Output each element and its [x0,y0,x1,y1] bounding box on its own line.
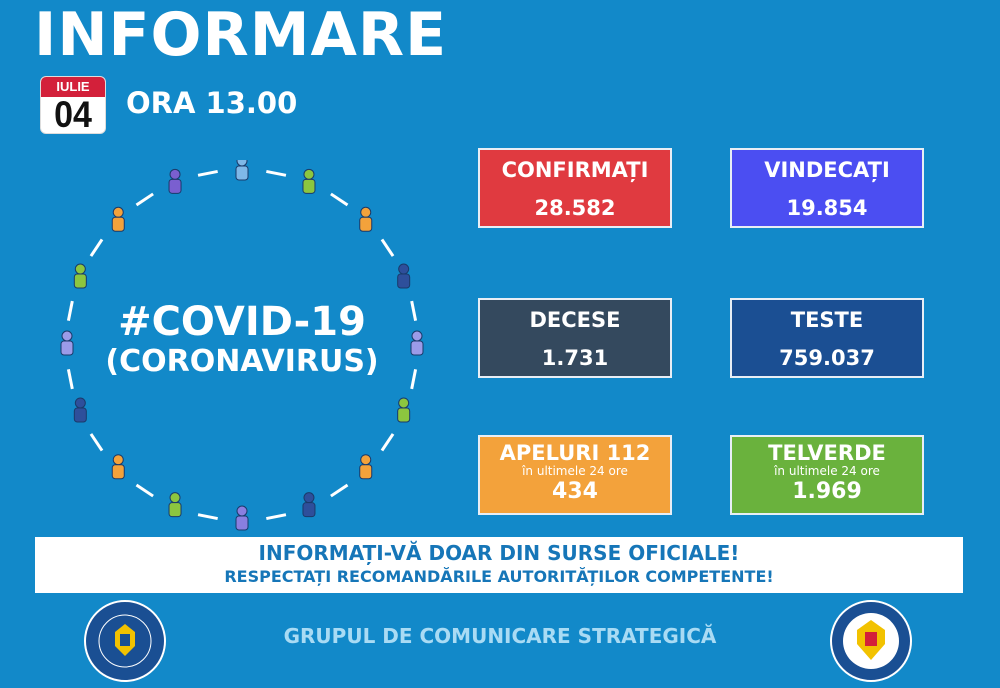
stat-value: 434 [552,479,598,504]
person-icon [60,330,74,356]
person-icon [168,492,182,518]
banner-line-1: INFORMAȚI-VĂ DOAR DIN SURSE OFICIALE! [258,541,740,565]
stat-label: TELVERDE [768,441,886,465]
arrow-icon [66,300,74,321]
arrow-icon [266,169,287,177]
stat-label: APELURI 112 [499,441,651,465]
person-icon [302,168,316,194]
person-icon [359,206,373,232]
stat-sublabel: în ultimele 24 ore [774,464,880,478]
stat-tests: TESTE 759.037 [730,298,924,378]
stat-value: 19.854 [786,196,868,220]
person-icon [235,160,249,181]
people-ring-illustration [60,160,424,531]
arrow-icon [410,300,418,321]
stat-calls-112: APELURI 112 în ultimele 24 ore 434 [478,435,672,515]
arrow-icon [135,192,154,207]
official-sources-banner: INFORMAȚI-VĂ DOAR DIN SURSE OFICIALE! RE… [35,537,963,593]
arrow-icon [197,513,218,521]
arrow-icon [135,483,154,498]
arrow-icon [89,238,104,257]
stat-label: VINDECAȚI [764,158,890,182]
stat-label: CONFIRMAȚI [501,158,649,182]
person-icon [111,454,125,480]
stat-label: DECESE [529,308,621,332]
arrow-icon [380,433,395,452]
person-icon [73,263,87,289]
person-icon [302,492,316,518]
stat-confirmed: CONFIRMAȚI 28.582 [478,148,672,228]
government-logo [84,600,166,682]
time-label: ORA 13.00 [126,86,298,120]
covid-subtitle: (CORONAVIRUS) [105,344,379,379]
banner-line-2: RESPECTAȚI RECOMANDĂRILE AUTORITĂȚILOR C… [224,567,774,586]
stat-telverde: TELVERDE în ultimele 24 ore 1.969 [730,435,924,515]
arrow-icon [197,169,218,177]
person-icon [168,168,182,194]
stat-value: 759.037 [779,346,875,370]
person-icon [410,330,424,356]
dsu-logo [830,600,912,682]
stat-deaths: DECESE 1.731 [478,298,672,378]
calendar-month: IULIE [41,77,105,97]
page-title: INFORMARE [34,0,448,70]
calendar-day: 04 [54,94,92,134]
arrow-icon [330,483,349,498]
footer-text: GRUPUL DE COMUNICARE STRATEGICĂ [283,624,717,648]
arrow-icon [410,369,418,390]
arrow-icon [66,369,74,390]
arrow-icon [89,433,104,452]
arrow-icon [330,192,349,207]
person-icon [397,263,411,289]
stat-value: 28.582 [534,196,616,220]
stat-value: 1.969 [792,479,862,504]
arrow-icon [380,238,395,257]
stat-label: TESTE [790,308,864,332]
covid-title: #COVID-19 (CORONAVIRUS) [72,300,412,380]
calendar-icon: IULIE 04 [40,76,106,134]
person-icon [73,397,87,423]
arrow-icon [266,513,287,521]
covid-hashtag: #COVID-19 [118,299,366,345]
person-icon [235,505,249,531]
person-icon [359,454,373,480]
stat-recovered: VINDECAȚI 19.854 [730,148,924,228]
stat-value: 1.731 [541,346,609,370]
person-icon [111,206,125,232]
stat-sublabel: în ultimele 24 ore [522,464,628,478]
person-icon [397,397,411,423]
